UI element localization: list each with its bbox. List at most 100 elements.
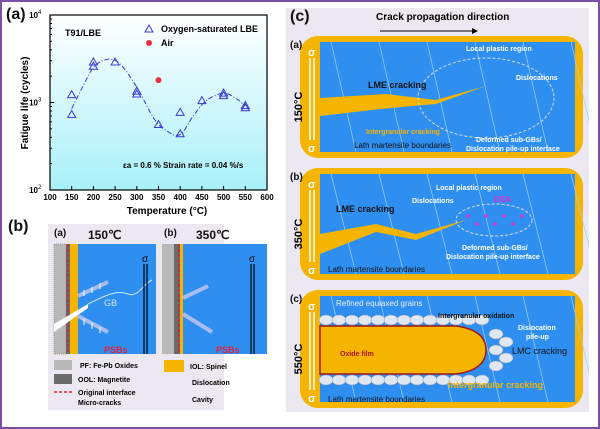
legend-cavity: Cavity <box>192 397 213 404</box>
legend: Oxygen-saturated LBE Air <box>144 23 258 48</box>
legend-micro-cracks: Micro-cracks <box>78 400 121 407</box>
y-tick-label: 10 <box>29 99 38 108</box>
dislocation-pile-up-label-2: pile-up <box>526 334 549 341</box>
legend-magnetite: OOL: Magnetite <box>78 377 130 384</box>
data-point-oxygen-lbe <box>66 89 77 99</box>
legend-dislocation: Dislocation <box>192 380 230 387</box>
panel-b-temp-350: 350℃ <box>196 228 230 242</box>
local-plastic-region-label-350: Local plastic region <box>436 185 502 192</box>
row-sub-label-1: (b) <box>290 172 303 183</box>
data-point-oxygen-lbe <box>131 89 142 98</box>
legend-fe-pb-oxides: PF: Fe-Pb Oxides <box>80 363 138 370</box>
data-point-oxygen-lbe <box>175 107 186 116</box>
schematic-350C: PSBs σ <box>162 244 267 355</box>
fe-pb-oxides-swatch <box>54 360 72 370</box>
data-point-oxygen-lbe <box>218 90 229 100</box>
psbs-label-350: PSBs <box>216 345 240 355</box>
y-tick-exponent: 4 <box>38 10 42 16</box>
local-plastic-region-label: Local plastic region <box>466 46 532 53</box>
legend-triangle-icon <box>144 23 154 33</box>
data-point-oxygen-lbe <box>197 95 207 105</box>
data-point-oxygen-lbe <box>88 57 99 66</box>
x-tick-label: 350 <box>152 193 166 202</box>
sigma-bottom-1: σ <box>308 265 316 277</box>
gb-label: GB <box>104 298 117 308</box>
panel-b-sub-b: (b) <box>164 228 177 239</box>
panel-b-diagrams: GB PSBs σ PSBs σ PF: Fe-Pb Oxides OOL: M… <box>53 243 267 407</box>
sigma-150-top: σ <box>142 254 149 265</box>
magnetite-swatch <box>54 374 72 384</box>
deformed-sub-gbs-label: Deformed sub-GBs/ <box>476 137 542 144</box>
deformed-sub-gbs-label-350: Deformed sub-GBs/ <box>462 245 528 252</box>
data-point-oxygen-lbe <box>175 128 186 138</box>
data-point-oxygen-lbe <box>88 61 99 70</box>
sigma-350-top: σ <box>249 254 256 265</box>
y-tick-exponent: 2 <box>38 185 42 191</box>
panel-b-legend: PF: Fe-Pb Oxides OOL: Magnetite Original… <box>54 360 230 407</box>
schematic-150C: GB PSBs σ <box>53 243 156 355</box>
x-tick-label: 600 <box>260 193 274 202</box>
row-temperature-label-0: 150°C <box>293 92 305 123</box>
y-axis-label: Fatigue life (cycles) <box>20 57 31 150</box>
lmc-cracking-label: LMC cracking <box>512 346 567 356</box>
lath-martensite-label-350: Lath martensite boundaries <box>328 265 425 274</box>
row-sub-label-2: (c) <box>290 294 302 305</box>
panel-c-diagrams: 150°C (a) σ σ LME cracking Local plastic regi… <box>290 28 589 408</box>
row-temperature-label-2: 550°C <box>293 344 305 375</box>
pile-up-interface-label-350: Dislocation pile-up interface <box>446 254 540 261</box>
x-tick-label: 250 <box>108 193 122 202</box>
sigma-bottom-2: σ <box>308 393 316 405</box>
pile-up-interface-label: Dislocation pile-up interface <box>466 146 560 153</box>
sigma-bottom-0: σ <box>308 143 316 155</box>
refined-grains-label: Refined equiaxed grains <box>336 299 422 308</box>
legend-original-interface: Original interface <box>78 390 136 397</box>
intergranular-cracking-label: Intergranular cracking <box>366 129 440 136</box>
intergranular-cracking-label-550: Intergranular cracking <box>448 380 543 390</box>
panel-b-label: (b) <box>8 218 29 235</box>
legend-label-oxygen: Oxygen-saturated LBE <box>161 24 258 34</box>
data-point-oxygen-lbe <box>66 109 77 118</box>
y-tick-label: 10 <box>29 11 38 20</box>
legend-spinel: IOL: Spinel <box>190 364 227 371</box>
x-tick-label: 150 <box>65 193 79 202</box>
x-tick-label: 300 <box>130 193 144 202</box>
legend-circle-icon <box>146 40 152 46</box>
x-tick-label: 100 <box>43 193 57 202</box>
data-point-oxygen-lbe <box>131 86 142 95</box>
panel-a-label: (a) <box>6 6 26 23</box>
chart-title: T91/LBE <box>65 28 101 38</box>
x-tick-label: 400 <box>174 193 188 202</box>
crack-schematic-row-2: 550°C <box>293 290 589 408</box>
data-point-oxygen-lbe <box>153 119 164 129</box>
dislocation-pile-up-label-1: Dislocation <box>518 325 556 332</box>
chart-annotation: εa = 0.6 % Strain rate = 0.04 %/s <box>123 161 244 170</box>
row-temperature-label-1: 350°C <box>293 219 305 250</box>
crack-schematic-row-0: 150°C <box>293 36 589 158</box>
x-tick-label: 500 <box>217 193 231 202</box>
data-point-oxygen-lbe <box>218 88 229 97</box>
panel-c-label: (c) <box>290 8 310 25</box>
oxide-film-label: Oxide film <box>340 351 374 358</box>
row-sub-label-0: (a) <box>290 40 302 51</box>
data-point-oxygen-lbe <box>110 57 120 66</box>
panel-b-temp-150: 150℃ <box>88 228 122 242</box>
x-tick-label: 550 <box>239 193 253 202</box>
data-point-air <box>155 77 162 84</box>
dislocations-label: Dislocations <box>516 75 558 82</box>
crack-schematic-row-1: 350°C <box>293 168 589 280</box>
spinel-swatch <box>164 360 184 372</box>
dsa-label: DSA <box>494 195 511 204</box>
y-tick-label: 10 <box>29 186 38 195</box>
lath-martensite-label: Lath martensite boundaries <box>354 141 451 150</box>
x-tick-label: 450 <box>195 193 209 202</box>
intergranular-oxidation-label: Intergranular oxidation <box>438 313 514 320</box>
lme-cracking-label-350: LME cracking <box>336 204 395 214</box>
x-axis-label: Temperature (°C) <box>127 206 208 217</box>
legend-label-air: Air <box>161 38 174 48</box>
y-tick-exponent: 3 <box>38 98 42 104</box>
crack-direction-arrow-icon <box>472 28 478 34</box>
x-tick-label: 200 <box>87 193 101 202</box>
sigma-top-1: σ <box>308 179 316 191</box>
panel-b-sub-a: (a) <box>54 228 67 239</box>
sigma-top-2: σ <box>308 301 316 313</box>
